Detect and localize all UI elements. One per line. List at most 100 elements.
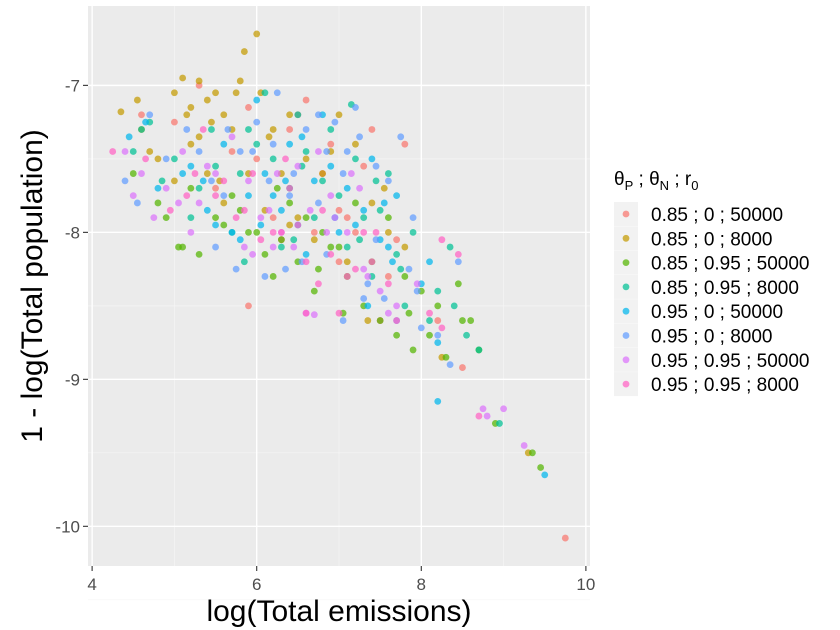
data-point (409, 214, 417, 222)
data-point (212, 214, 219, 222)
data-point (339, 317, 347, 324)
data-point (253, 140, 261, 148)
data-point (302, 126, 310, 133)
legend-marker (622, 259, 630, 266)
data-point (269, 155, 277, 163)
data-point (310, 214, 318, 222)
data-point (426, 317, 433, 324)
data-point (310, 236, 318, 244)
data-point (228, 148, 236, 155)
data-point (228, 228, 236, 236)
data-point (175, 199, 182, 207)
data-point (187, 104, 195, 111)
x-tick-label: 10 (576, 575, 595, 594)
data-point (343, 258, 351, 266)
scatter-points (109, 30, 569, 542)
data-point (335, 258, 343, 266)
legend-label: 0.85 ; 0 ; 50000 (651, 205, 783, 226)
legend-label: 0.85 ; 0.95 ; 8000 (651, 278, 799, 299)
data-point (179, 148, 187, 155)
data-point (364, 317, 372, 324)
data-point (253, 118, 261, 126)
data-point (261, 273, 269, 280)
data-point (191, 170, 199, 177)
data-point (360, 214, 368, 222)
legend-marker (622, 332, 630, 339)
data-point (220, 140, 228, 148)
data-point (220, 199, 228, 207)
data-point (261, 89, 269, 97)
data-point (467, 317, 475, 324)
data-point (183, 192, 191, 200)
data-point (315, 280, 322, 288)
data-point (352, 104, 359, 111)
data-point (446, 243, 454, 251)
legend-label: 0.85 ; 0 ; 8000 (651, 229, 773, 250)
data-point (162, 184, 170, 192)
data-point (541, 471, 549, 479)
data-point (434, 339, 442, 346)
data-point (286, 140, 294, 148)
data-point (294, 162, 302, 170)
data-point (269, 192, 277, 200)
data-point (434, 331, 442, 339)
data-point (224, 126, 232, 133)
data-point (240, 243, 248, 251)
data-point (393, 302, 401, 310)
data-point (294, 214, 302, 222)
data-point (376, 206, 384, 214)
data-point (528, 449, 536, 457)
data-point (352, 265, 359, 273)
data-point (335, 243, 343, 251)
data-point (364, 280, 372, 288)
data-point (397, 265, 405, 273)
y-tick-label: -9 (65, 370, 80, 389)
data-point (319, 177, 326, 185)
data-point (154, 184, 162, 192)
legend-marker (622, 283, 630, 291)
data-point (339, 170, 347, 177)
data-point (245, 192, 252, 200)
data-point (195, 148, 203, 155)
data-point (212, 170, 219, 177)
data-point (413, 280, 421, 288)
data-point (335, 309, 343, 317)
data-point (343, 148, 351, 155)
data-point (269, 126, 277, 133)
data-point (290, 243, 298, 251)
y-tick-label: -7 (65, 76, 80, 95)
data-point (372, 236, 380, 244)
data-point (323, 148, 331, 155)
data-point (483, 412, 491, 420)
data-point (175, 243, 182, 251)
data-point (253, 228, 261, 236)
data-point (356, 236, 363, 244)
data-point (315, 148, 322, 155)
data-point (335, 192, 343, 200)
legend-label: 0.85 ; 0.95 ; 50000 (651, 254, 809, 275)
data-point (401, 273, 409, 280)
data-point (195, 77, 203, 85)
data-point (331, 214, 339, 222)
data-point (125, 133, 133, 141)
data-point (356, 133, 363, 141)
data-point (520, 442, 528, 449)
data-point (257, 221, 265, 229)
data-point (286, 126, 294, 133)
data-point (302, 155, 310, 163)
data-point (129, 170, 137, 177)
data-point (561, 534, 569, 542)
data-point (454, 280, 462, 288)
data-point (212, 192, 219, 200)
data-point (208, 126, 215, 133)
data-point (376, 287, 384, 295)
legend-label: 0.95 ; 0.95 ; 50000 (651, 351, 809, 372)
data-point (434, 302, 442, 310)
data-point (302, 96, 310, 104)
data-point (409, 228, 417, 236)
data-point (277, 228, 285, 236)
data-point (463, 331, 470, 339)
data-point (282, 155, 289, 163)
data-point (426, 309, 433, 317)
data-point (343, 243, 351, 251)
